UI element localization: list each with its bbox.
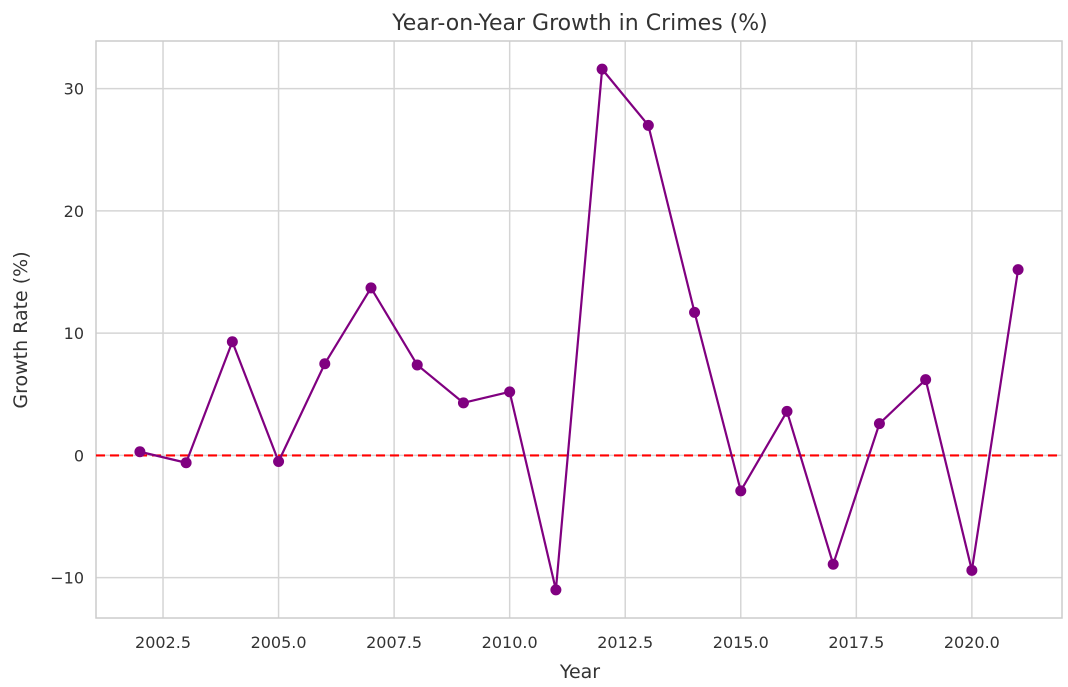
data-point [920,374,932,386]
y-tick-label: 30 [64,80,84,99]
data-point [827,558,839,570]
chart-title: Year-on-Year Growth in Crimes (%) [391,11,768,36]
data-point [1012,264,1024,276]
x-tick-label: 2015.0 [713,633,769,652]
data-point [689,306,701,318]
y-axis-label: Growth Rate (%) [10,251,32,408]
series-layer [134,63,1024,596]
data-point [365,282,377,294]
y-tick-label: −10 [50,569,84,588]
data-point [457,397,469,409]
data-point [735,485,747,497]
x-tick-label: 2020.0 [944,633,1000,652]
data-point [226,336,238,348]
data-point [273,456,285,468]
y-tick-label: 20 [64,202,84,221]
x-tick-label: 2010.0 [482,633,538,652]
x-tick-label: 2002.5 [135,633,191,652]
data-point [180,457,192,469]
data-point [411,359,423,371]
data-point [134,446,146,458]
data-point [596,63,608,75]
data-point [319,358,331,370]
y-tick-label: 0 [74,446,84,465]
data-point [781,405,793,417]
x-tick-label: 2012.5 [597,633,653,652]
x-tick-label: 2017.5 [828,633,884,652]
y-axis-ticks: −10 0 10 20 30 [50,80,84,588]
plot-frame [95,40,1063,619]
data-point [642,119,654,131]
x-axis-ticks: 2002.5 2005.0 2007.5 2010.0 2012.5 2015.0 2017… [135,633,1000,652]
x-tick-label: 2005.0 [251,633,307,652]
data-point [550,584,562,596]
y-tick-label: 10 [64,324,84,343]
x-axis-label: Year [559,661,600,683]
data-point [504,386,516,398]
data-point [873,418,885,430]
data-point [966,564,978,576]
series-line [139,68,1020,591]
x-tick-label: 2007.5 [366,633,422,652]
